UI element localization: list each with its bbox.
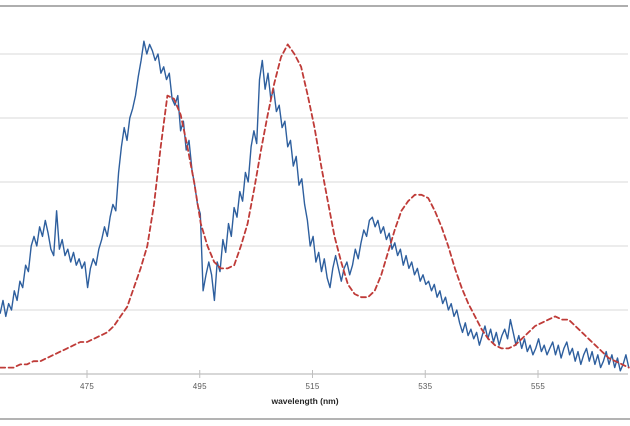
x-axis-tick-label: 495 <box>192 382 207 391</box>
chart-border-top <box>0 5 628 7</box>
x-axis-tick-label: 535 <box>418 382 433 391</box>
x-axis-tick-label: 515 <box>305 382 320 391</box>
dashed-red-series-line <box>0 43 630 369</box>
solid-blue-series-line <box>0 40 630 372</box>
x-axis-title: wavelength (nm) <box>271 396 339 406</box>
chart-border-bottom <box>0 418 630 420</box>
x-axis-tick-label: 555 <box>531 382 545 391</box>
plot-area <box>0 40 630 378</box>
x-axis-tick-label: 475 <box>80 382 94 391</box>
